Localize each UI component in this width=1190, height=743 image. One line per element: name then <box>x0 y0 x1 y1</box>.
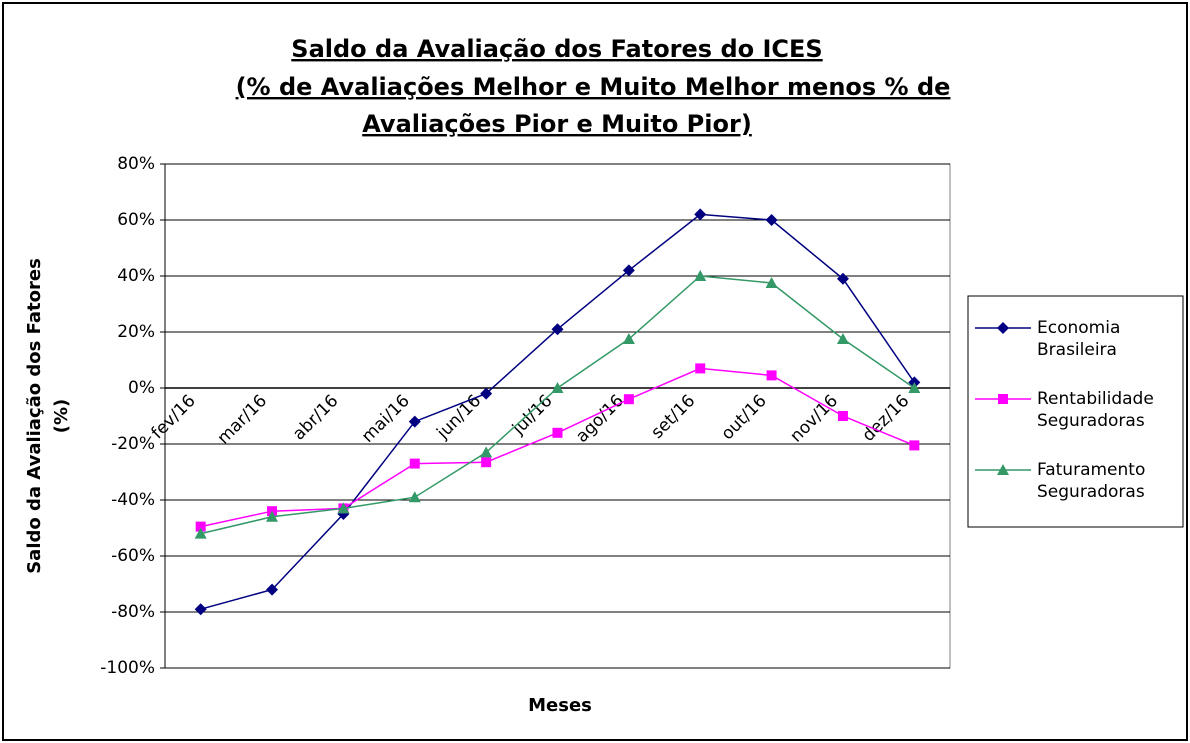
marker <box>194 527 207 539</box>
marker <box>694 208 707 221</box>
marker <box>836 272 849 285</box>
marker <box>766 370 777 381</box>
marker <box>836 333 849 344</box>
legend-label: Faturamento Seguradoras <box>1037 460 1151 502</box>
marker <box>997 464 1009 475</box>
y-tick-label: -40% <box>111 490 155 510</box>
marker <box>998 394 1008 404</box>
marker <box>266 583 279 596</box>
marker <box>622 333 635 344</box>
marker <box>480 446 493 458</box>
marker <box>695 363 706 374</box>
marker <box>997 322 1009 334</box>
marker <box>622 264 635 277</box>
marker <box>765 277 778 288</box>
marker <box>694 270 707 281</box>
marker <box>408 415 421 428</box>
marker <box>552 427 563 438</box>
marker <box>909 440 920 451</box>
y-tick-label: 0% <box>128 378 155 398</box>
y-tick-label: -80% <box>111 602 155 622</box>
y-tick-label: 20% <box>117 322 155 342</box>
marker <box>195 521 206 532</box>
y-tick-label: -20% <box>111 434 155 454</box>
x-axis-label: Meses <box>528 695 592 716</box>
marker <box>765 214 778 226</box>
marker <box>266 510 279 522</box>
marker <box>623 394 634 405</box>
chart-title: (% de Avaliações Melhor e Muito Melhor m… <box>236 73 951 101</box>
y-tick-label: -60% <box>111 546 155 566</box>
y-axis-label: Saldo da Avaliação dos Fatores <box>24 258 45 574</box>
plot-area <box>164 163 951 669</box>
marker <box>551 323 564 336</box>
marker <box>408 491 421 503</box>
y-tick-label: 80% <box>117 154 155 174</box>
marker <box>551 382 564 393</box>
chart-title: Avaliações Pior e Muito Pior) <box>362 110 752 138</box>
marker <box>481 457 492 468</box>
marker <box>480 387 493 400</box>
marker <box>908 382 921 393</box>
marker <box>337 502 350 514</box>
legend <box>967 295 1184 528</box>
y-tick-label: -100% <box>100 658 155 678</box>
y-tick-label: 60% <box>117 210 155 230</box>
legend-label: Economia Brasileira <box>1037 318 1126 360</box>
marker <box>837 411 848 421</box>
legend-label: Rentabilidade Seguradoras <box>1037 389 1159 431</box>
marker <box>194 603 207 616</box>
chart-title: Saldo da Avaliação dos Fatores do ICES <box>291 35 822 63</box>
y-axis-label: (%) <box>51 399 72 434</box>
y-tick-label: 40% <box>117 266 155 286</box>
marker <box>409 458 420 469</box>
